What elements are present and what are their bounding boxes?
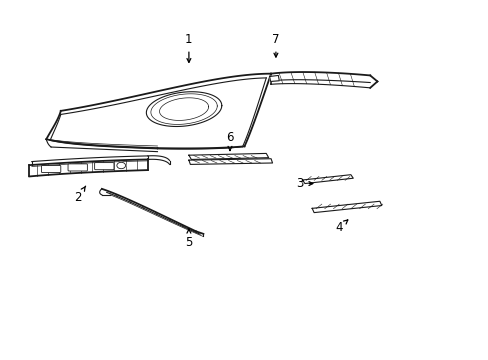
Text: 5: 5 [185, 229, 192, 248]
Polygon shape [302, 175, 352, 184]
Text: 3: 3 [296, 177, 312, 190]
Text: 2: 2 [74, 186, 85, 204]
Text: 7: 7 [272, 33, 279, 57]
FancyBboxPatch shape [68, 164, 87, 171]
Text: 4: 4 [334, 220, 347, 234]
Text: 6: 6 [226, 131, 233, 150]
FancyBboxPatch shape [41, 166, 61, 172]
Polygon shape [188, 159, 272, 165]
FancyBboxPatch shape [95, 163, 114, 170]
Circle shape [117, 162, 125, 169]
Polygon shape [188, 153, 268, 159]
Text: 1: 1 [185, 33, 192, 62]
Polygon shape [311, 201, 381, 213]
Polygon shape [269, 76, 279, 81]
